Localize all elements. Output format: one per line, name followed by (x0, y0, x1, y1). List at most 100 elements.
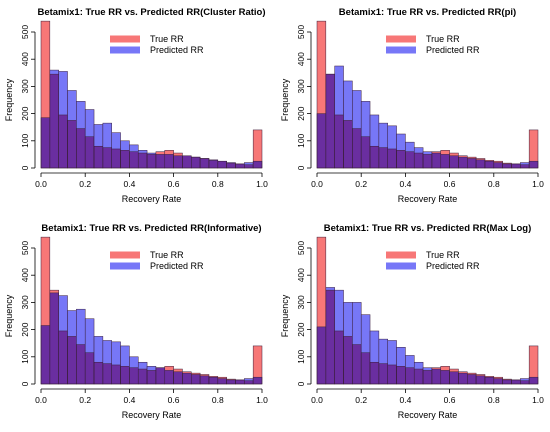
bar-excess (502, 379, 512, 380)
bar-overlap (217, 378, 227, 384)
bar-excess (378, 339, 388, 364)
bar-excess (120, 140, 130, 151)
bar-excess (85, 318, 95, 353)
bar-excess (449, 153, 459, 156)
bar-overlap (511, 379, 521, 384)
bar-overlap (502, 379, 512, 384)
bar-excess (440, 150, 450, 155)
chart-title: Betamix1: True RR vs. Predicted RR(pi) (339, 7, 516, 18)
bar-excess (361, 101, 371, 137)
y-tick-label: 200 (296, 106, 306, 120)
bar-overlap (208, 377, 218, 384)
bar-overlap (94, 146, 103, 168)
y-tick-label: 100 (20, 133, 30, 147)
x-tick-label: 0.4 (123, 179, 135, 189)
bar-overlap (244, 164, 254, 168)
bar-excess (405, 142, 415, 152)
bar-overlap (387, 364, 397, 384)
bar-overlap (173, 371, 183, 384)
x-tick-label: 0.2 (79, 179, 91, 189)
bar-overlap (529, 377, 538, 384)
legend-label-predicted: Predicted RR (150, 45, 204, 55)
bar-overlap (370, 362, 379, 384)
bar-excess (396, 347, 406, 367)
y-tick-label: 400 (20, 268, 30, 282)
y-tick-label: 400 (20, 52, 30, 66)
bar-overlap (217, 161, 227, 168)
x-tick-label: 1.0 (256, 179, 268, 189)
y-tick-label: 0 (20, 381, 30, 386)
x-tick-label: 0.8 (488, 179, 500, 189)
bar-overlap (493, 378, 503, 384)
bar-excess (467, 373, 477, 375)
y-tick-label: 200 (296, 322, 306, 336)
x-tick-label: 1.0 (532, 179, 544, 189)
bar-overlap (476, 375, 485, 384)
bar-excess (94, 124, 103, 147)
bar-excess (405, 355, 415, 368)
x-tick-label: 0.2 (355, 395, 367, 405)
bar-overlap (378, 363, 388, 384)
x-tick-label: 0.6 (444, 395, 456, 405)
bar-overlap (76, 128, 86, 168)
bar-overlap (414, 153, 424, 168)
bar-overlap (352, 344, 362, 384)
chart-title: Betamix1: True RR vs. Predicted RR(Max L… (324, 223, 531, 234)
bar-excess (343, 80, 353, 121)
bar-overlap (529, 161, 538, 168)
y-tick-label: 400 (296, 268, 306, 282)
bar-overlap (147, 370, 156, 384)
y-tick-label: 300 (20, 79, 30, 93)
chart-panel-1: Betamix1: True RR vs. Predicted RR(Clust… (4, 7, 268, 204)
bar-overlap (226, 379, 236, 384)
bar-overlap (440, 154, 450, 168)
bar-overlap (253, 377, 262, 384)
bar-overlap (67, 336, 77, 384)
x-tick-label: 0.0 (35, 179, 47, 189)
x-tick-label: 0.6 (168, 179, 180, 189)
y-tick-label: 0 (296, 165, 306, 170)
bar-excess (414, 147, 424, 154)
bar-overlap (102, 147, 112, 168)
bar-excess (317, 21, 326, 114)
bar-excess (200, 374, 209, 376)
y-tick-label: 300 (20, 295, 30, 309)
x-tick-label: 0.0 (311, 179, 323, 189)
bar-overlap (111, 364, 121, 384)
y-tick-label: 500 (20, 241, 30, 255)
bar-overlap (182, 155, 192, 168)
x-tick-label: 0.0 (311, 395, 323, 405)
legend-label-predicted: Predicted RR (426, 261, 480, 271)
bar-overlap (414, 369, 424, 384)
bar-overlap (476, 159, 485, 168)
bar-excess (361, 314, 371, 353)
x-tick-label: 0.6 (168, 395, 180, 405)
x-axis-label: Recovery Rate (122, 410, 182, 420)
bar-excess (423, 367, 432, 371)
x-axis-label: Recovery Rate (398, 410, 458, 420)
bar-excess (173, 369, 183, 372)
bar-excess (520, 162, 530, 165)
bar-overlap (396, 366, 406, 384)
legend-label-predicted: Predicted RR (426, 45, 480, 55)
bar-overlap (467, 158, 477, 168)
bar-overlap (352, 128, 362, 168)
bar-excess (484, 160, 494, 162)
x-tick-label: 0.2 (79, 395, 91, 405)
chart-title: Betamix1: True RR vs. Predicted RR(Clust… (37, 7, 265, 18)
bar-overlap (85, 136, 95, 168)
x-tick-label: 0.6 (444, 179, 456, 189)
bar-excess (396, 134, 406, 151)
bar-excess (147, 153, 156, 155)
bar-overlap (431, 153, 441, 168)
bar-excess (334, 290, 344, 331)
bar-overlap (405, 367, 415, 384)
bar-excess (253, 129, 262, 162)
bar-overlap (253, 161, 262, 168)
bar-excess (317, 237, 326, 327)
bar-excess (244, 162, 254, 165)
chart-panel-2: Betamix1: True RR vs. Predicted RR(pi) 0.… (280, 7, 544, 204)
bar-excess (352, 302, 362, 345)
bar-overlap (67, 120, 77, 168)
